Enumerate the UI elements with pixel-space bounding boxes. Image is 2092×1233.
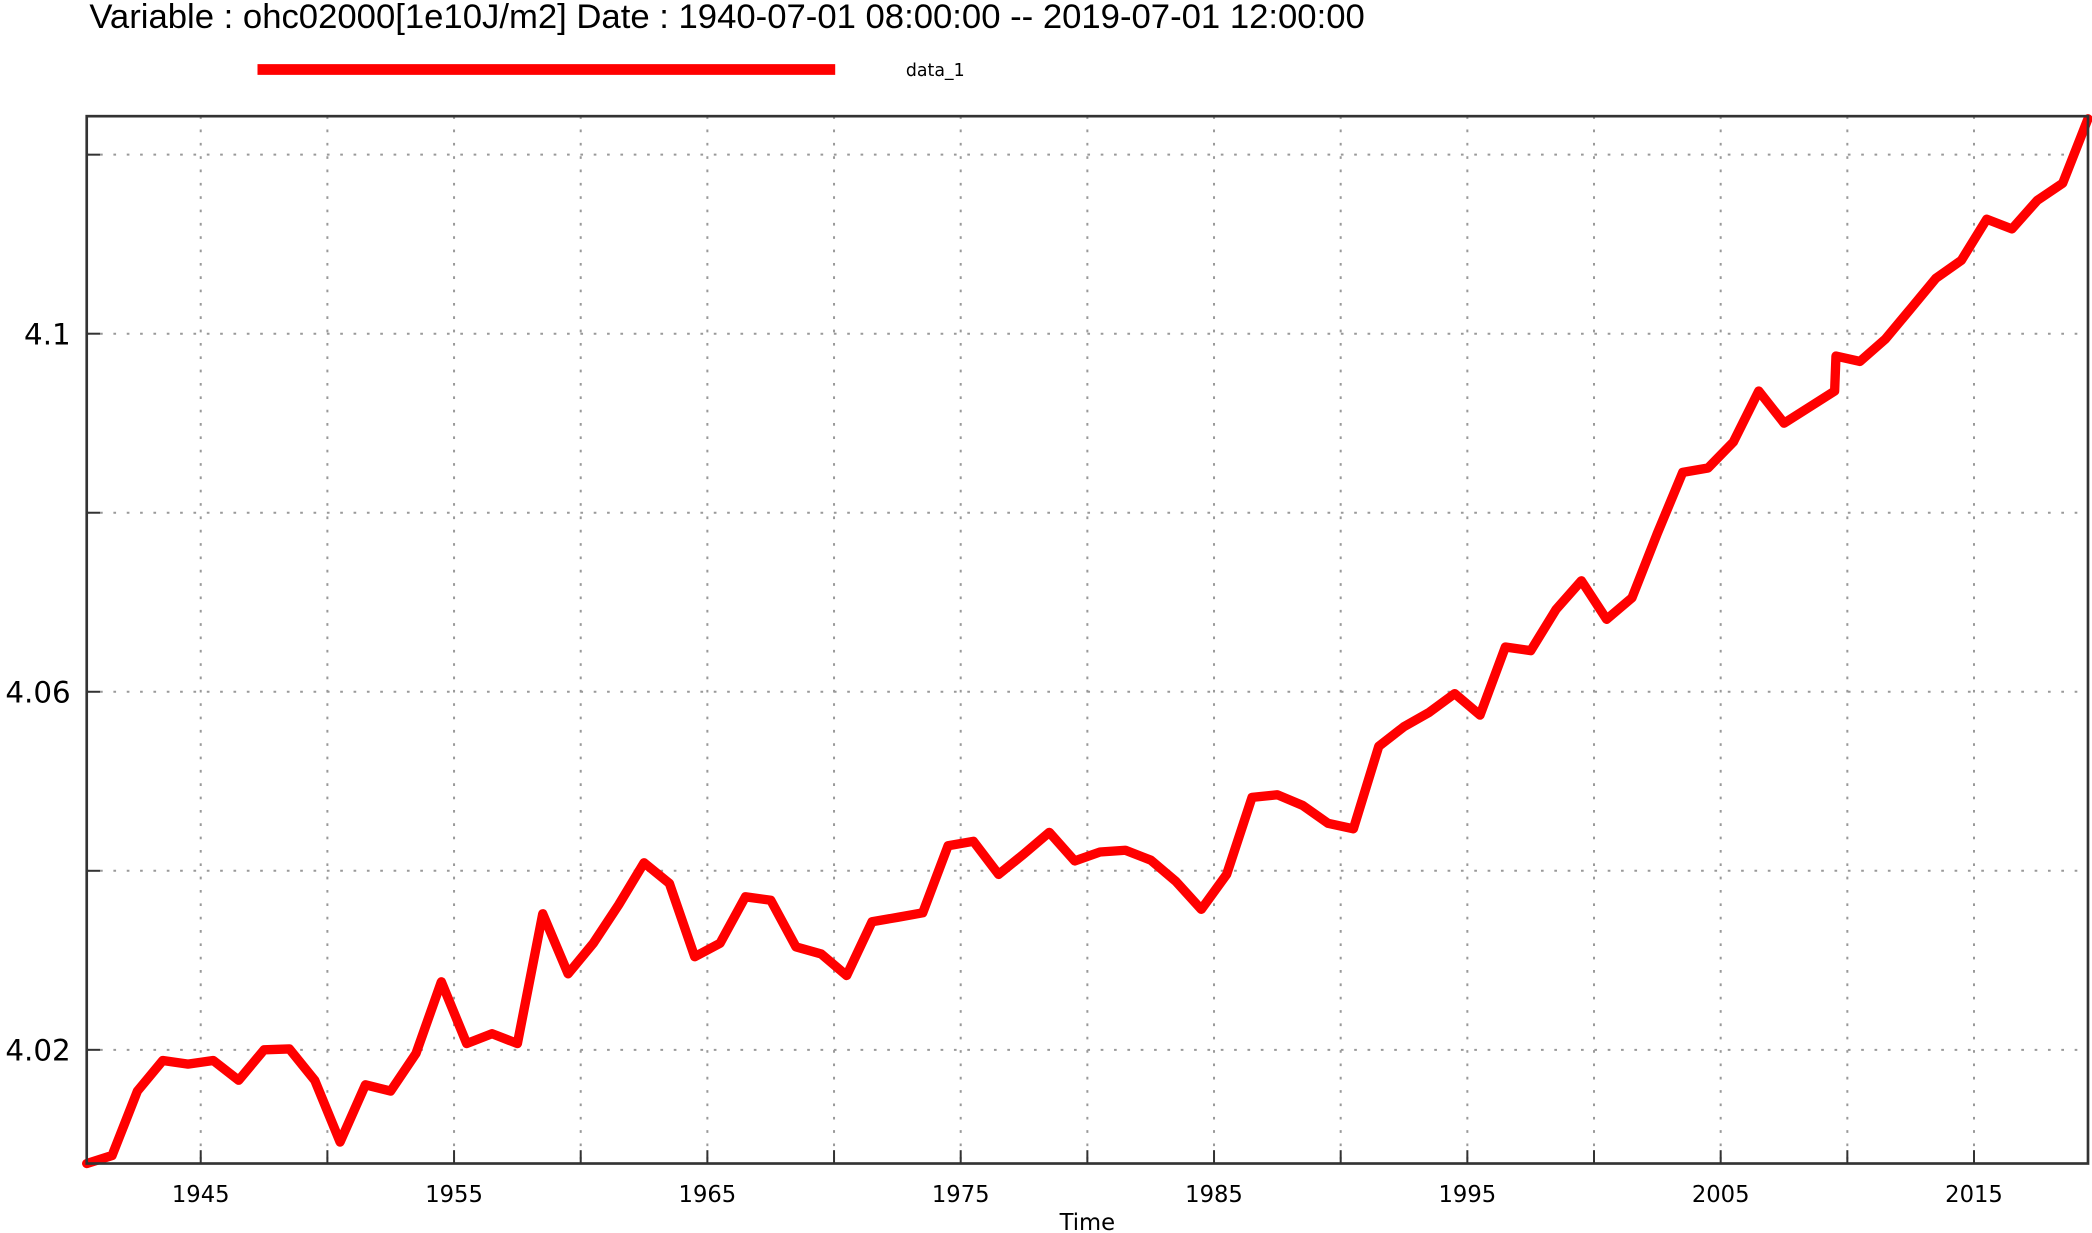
plot-frame: [85, 114, 2090, 1165]
series-layer: [82, 114, 2092, 1169]
y-tick-label: 4.06: [5, 675, 70, 709]
y-tick-label: 4.02: [5, 1034, 70, 1068]
x-tick-label: 1965: [679, 1182, 737, 1208]
legend-label: data_1: [906, 61, 965, 81]
x-tick-label: 1975: [932, 1182, 990, 1208]
series-line-data_1: [82, 114, 2092, 1169]
x-tick-label: 2015: [1945, 1182, 2003, 1208]
x-tick-label: 1995: [1438, 1182, 1496, 1208]
x-tick-label: 1955: [425, 1182, 483, 1208]
axis-ticks: 1945 1955 1965 1975 1985 1995 2005 2015 4.02 4.06…: [5, 153, 2003, 1208]
chart-title: Variable : ohc02000[1e10J/m2] Date : 194…: [89, 0, 1364, 36]
x-tick-label: 1985: [1185, 1182, 1243, 1208]
x-axis-label: Time: [1059, 1210, 1115, 1233]
x-tick-label: 2005: [1692, 1182, 1750, 1208]
grid: [86, 116, 2088, 1164]
y-tick-label: 4.1: [24, 317, 71, 351]
x-tick-label: 1945: [172, 1182, 230, 1208]
